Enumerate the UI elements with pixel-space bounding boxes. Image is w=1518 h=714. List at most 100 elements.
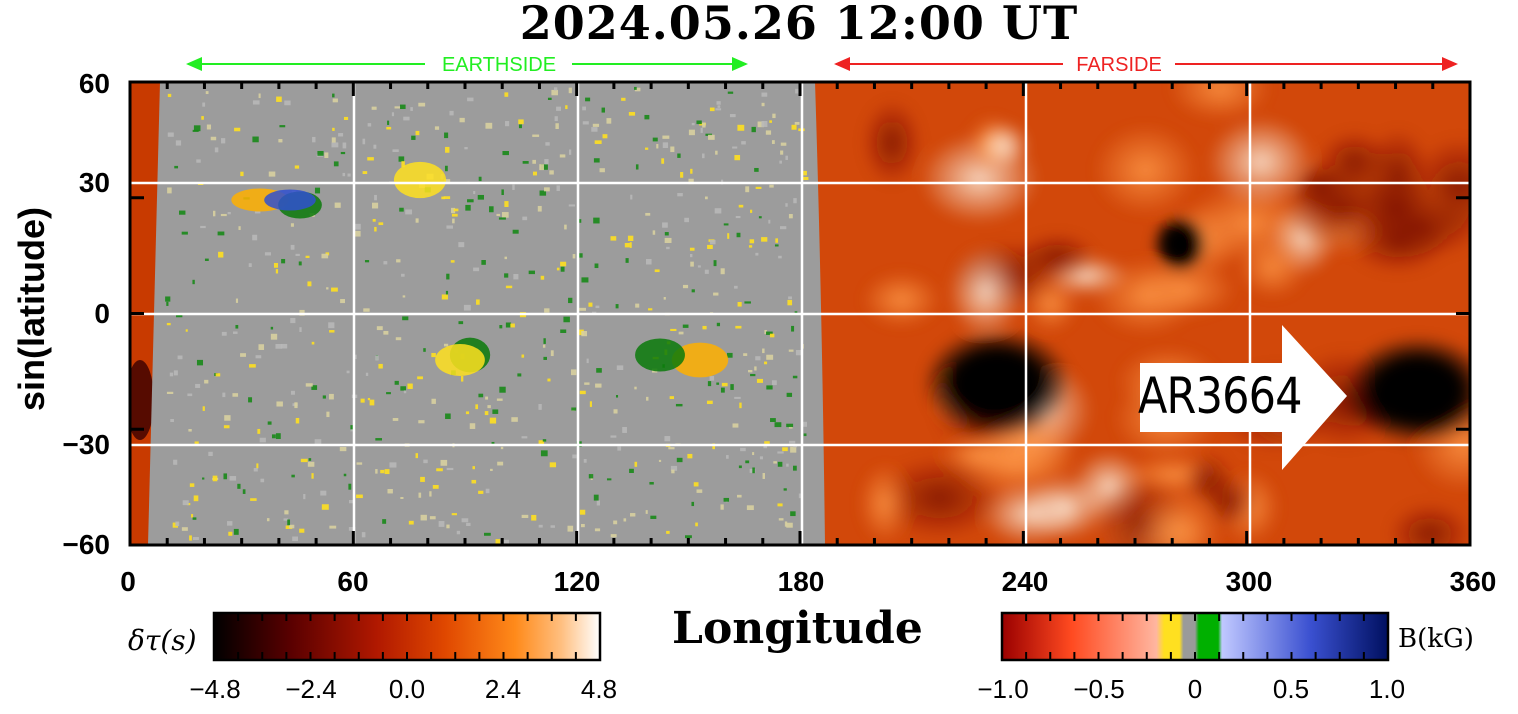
magnetogram-speckle xyxy=(696,120,702,125)
magnetogram-speckle xyxy=(348,499,355,504)
magnetogram-speckle xyxy=(778,518,784,521)
magnetogram-speckle xyxy=(305,255,310,258)
magnetogram-speckle xyxy=(715,108,722,111)
magnetogram-speckle xyxy=(532,134,540,137)
magnetogram-speckle xyxy=(250,498,257,501)
magnetogram-speckle xyxy=(556,267,560,271)
farside-label: FARSIDE xyxy=(1076,54,1162,76)
magnetogram-speckle xyxy=(596,500,601,506)
magnetogram-speckle xyxy=(308,458,312,461)
magnetogram-speckle xyxy=(599,168,605,173)
magnetogram-speckle xyxy=(387,489,393,494)
farside-texture-blob xyxy=(1388,502,1470,545)
magnetogram-speckle xyxy=(332,127,335,131)
magnetogram-speckle xyxy=(451,513,458,516)
magnetogram-speckle xyxy=(738,204,744,208)
magnetogram-speckle xyxy=(340,299,346,304)
magnetogram-speckle xyxy=(446,524,450,529)
magnetogram-speckle xyxy=(769,184,774,188)
magnetogram-speckle xyxy=(768,219,771,224)
magnetogram-speckle xyxy=(329,330,335,333)
magnetogram-speckle xyxy=(538,403,542,410)
magnetogram-speckle xyxy=(766,354,774,360)
magnetogram-speckle xyxy=(544,159,549,165)
magnetogram-speckle xyxy=(549,462,557,468)
magnetogram-speckle xyxy=(299,327,302,332)
magnetogram-speckle xyxy=(400,386,407,391)
magnetogram-speckle xyxy=(305,383,313,387)
magnetogram-speckle xyxy=(418,420,425,424)
magnetogram-speckle xyxy=(677,153,681,158)
magnetogram-speckle xyxy=(556,106,562,111)
magnetogram-speckle xyxy=(782,447,788,452)
magnetogram-speckle xyxy=(260,478,265,483)
magnetogram-speckle xyxy=(756,378,764,383)
colorbar-left-tick: 0.0 xyxy=(388,674,426,704)
magnetogram-speckle xyxy=(652,230,656,235)
magnetogram-speckle xyxy=(501,189,504,196)
magnetogram-speckle xyxy=(593,158,600,163)
magnetogram-speckle xyxy=(762,348,765,354)
magnetogram-speckle xyxy=(476,299,480,305)
magnetogram-speckle xyxy=(258,93,261,99)
magnetogram-speckle xyxy=(670,146,675,153)
magnetogram-speckle xyxy=(167,93,172,98)
magnetogram-speckle xyxy=(270,326,274,330)
magnetogram-speckle xyxy=(572,454,577,459)
magnetogram-speckle xyxy=(687,453,693,459)
magnetogram-speckle xyxy=(752,467,755,474)
magnetogram-speckle xyxy=(517,373,522,377)
magnetogram-speckle xyxy=(233,528,239,535)
magnetogram-speckle xyxy=(294,402,298,409)
magnetogram-speckle xyxy=(504,201,509,207)
magnetogram-speckle xyxy=(734,396,741,399)
magnetogram-speckle xyxy=(340,151,346,155)
magnetogram-speckle xyxy=(556,185,560,191)
colorbar-right-label: B(kG) xyxy=(1398,624,1474,654)
magnetogram-speckle xyxy=(545,142,550,146)
magnetogram-speckle xyxy=(563,316,570,323)
colorbar-left-tick: −2.4 xyxy=(285,674,337,704)
magnetogram-speckle xyxy=(264,252,271,256)
magnetogram-speckle xyxy=(371,106,377,110)
magnetogram-speckle xyxy=(473,267,480,272)
magnetogram-speckle xyxy=(320,490,327,496)
magnetogram-speckle xyxy=(478,490,484,494)
magnetogram-speckle xyxy=(502,151,509,156)
magnetogram-speckle xyxy=(317,150,324,156)
magnetogram-speckle xyxy=(202,477,205,480)
magnetogram-speckle xyxy=(191,514,194,518)
magnetogram-speckle xyxy=(779,226,787,230)
magnetogram-speckle xyxy=(671,469,675,474)
magnetogram-speckle xyxy=(588,474,594,479)
magnetogram-speckle xyxy=(187,393,193,397)
magnetogram-speckle xyxy=(270,333,278,340)
magnetogram-speckle xyxy=(255,355,262,359)
magnetogram-speckle xyxy=(472,466,476,470)
magnetogram-speckle xyxy=(716,382,720,385)
magnetogram-speckle xyxy=(664,436,671,442)
magnetogram-speckle xyxy=(593,494,599,501)
colorbar-left-tick: 2.4 xyxy=(484,674,522,704)
magnetogram-speckle xyxy=(400,496,404,499)
magnetogram-speckle xyxy=(167,132,174,137)
magnetogram-speckle xyxy=(166,391,174,395)
magnetogram-speckle xyxy=(415,130,420,136)
magnetogram-speckle xyxy=(481,260,486,265)
magnetogram-speckle xyxy=(582,121,589,125)
magnetogram-speckle xyxy=(803,433,807,437)
magnetogram-speckle xyxy=(489,417,497,424)
magnetogram-speckle xyxy=(284,510,289,515)
magnetogram-speckle xyxy=(489,206,494,213)
magnetogram-speckle xyxy=(690,261,694,267)
magnetogram-speckle xyxy=(787,299,793,306)
farside-texture-blob xyxy=(1291,159,1349,214)
magnetogram-speckle xyxy=(321,504,329,510)
magnetogram-speckle xyxy=(373,144,377,149)
magnetogram-speckle xyxy=(610,534,617,538)
magnetogram-speckle xyxy=(734,155,741,161)
magnetogram-speckle xyxy=(792,465,797,471)
magnetogram-speckle xyxy=(748,369,753,373)
magnetogram-speckle xyxy=(384,469,390,475)
magnetogram-speckle xyxy=(202,406,205,411)
